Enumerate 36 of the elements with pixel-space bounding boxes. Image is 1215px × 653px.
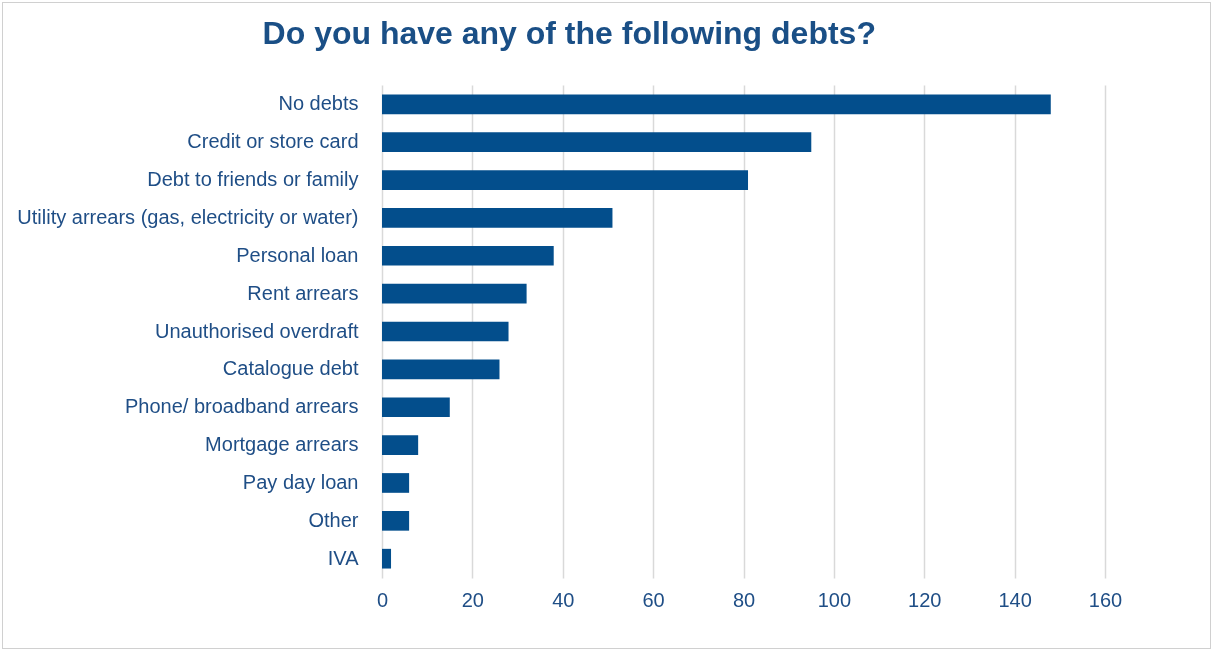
bar [382,359,500,380]
bar [382,94,1051,115]
bar [382,321,509,342]
chart-title: Do you have any of the following debts? [262,15,876,51]
bar [382,245,554,266]
bar [382,170,749,190]
bar [382,473,410,493]
bar [382,132,812,153]
y-tick-label: Catalogue debt [222,357,359,380]
x-tick-label: 60 [642,588,665,611]
x-tick-label: 160 [1088,588,1123,611]
y-tick-label: Mortgage arrears [205,433,359,456]
bar [382,208,613,228]
x-tick-label: 0 [376,588,389,611]
bar [382,435,419,455]
x-tick-label: 80 [732,588,756,611]
y-tick-label: IVA [327,546,360,569]
y-tick-label: Other [308,508,359,531]
y-tick-label: Utility arrears (gas, electricity or water) [17,205,359,228]
x-tick-label: 140 [998,588,1032,611]
x-tick-label: 40 [552,588,575,611]
y-tick-label: Unauthorised overdraft [155,319,359,342]
bar [382,510,410,531]
bar [382,548,392,569]
bar [382,283,527,304]
y-tick-label: Phone/ broadband arrears [125,395,359,418]
y-tick-label: No debts [278,92,359,115]
x-tick-label: 100 [817,588,852,611]
y-tick-label: Rent arrears [247,281,359,304]
y-tick-label: Credit or store card [187,130,359,153]
bar [382,397,450,418]
x-tick-label: 120 [908,588,942,611]
y-tick-label: Debt to friends or family [147,168,359,191]
x-tick-label: 20 [461,588,484,611]
y-tick-label: Personal loan [236,243,359,266]
y-tick-label: Pay day loan [242,470,359,493]
